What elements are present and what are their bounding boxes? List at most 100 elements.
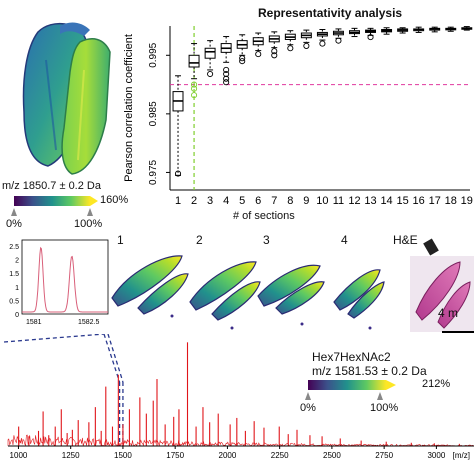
box-19 <box>461 26 473 31</box>
section-2-image <box>189 261 261 330</box>
boxplot-xtick-label: 1 <box>175 195 181 207</box>
section-4-image <box>333 269 385 330</box>
box-8 <box>284 30 296 52</box>
boxplot-ytick-label: 0.995 <box>148 42 159 67</box>
inset-ytick-label: 1 <box>15 285 19 292</box>
spectrum-xtick-label: 1250 <box>62 451 80 460</box>
boxplot-xtick-label: 6 <box>255 195 261 207</box>
bottom-scale-max: 212% <box>422 378 451 390</box>
inset-ytick-label: 0.5 <box>9 298 19 305</box>
box-outlier <box>255 51 262 58</box>
spectrum-xtick-label: 1000 <box>10 451 28 460</box>
he-stain-image <box>410 238 474 332</box>
box-outlier <box>223 79 230 86</box>
top-scale-min: 0% <box>6 218 22 230</box>
boxplot-xlabel: # of sections <box>233 210 295 222</box>
inset-xtick-label: 1582.5 <box>78 319 100 326</box>
bottom-mz-label: m/z 1581.53 ± 0.2 Da <box>312 364 427 378</box>
box-13 <box>365 27 377 41</box>
zoom-line-right <box>107 334 124 383</box>
top-colorbar <box>11 196 98 216</box>
bottom-scale-mid: 100% <box>370 402 399 414</box>
mass-spectrum: 1000 1250 1500 1750 2000 2250 2500 2750 3000 [m/z… <box>3 334 474 460</box>
inset-ytick-label: 2 <box>15 258 19 265</box>
scale-bar-label: 4 m <box>438 306 459 320</box>
inset-ytick-label: 2.5 <box>9 244 19 251</box>
box-1 <box>172 75 184 177</box>
inset-ytick-label: 1.5 <box>9 271 19 278</box>
inset-ytick-label: 0 <box>15 312 19 319</box>
boxplot-xtick-label: 19 <box>461 195 473 207</box>
inset-trace <box>22 246 108 313</box>
box-outlier <box>367 34 374 41</box>
boxplot-xtick-label: 9 <box>303 195 309 207</box>
boxplot-xtick-label: 5 <box>239 195 245 207</box>
box-11 <box>332 28 344 44</box>
top-scale-mid: 100% <box>74 218 103 230</box>
boxplot-chart: Pearson correlation coefficient 0.975 0.98… <box>123 26 473 207</box>
zoom-line-left <box>103 334 121 383</box>
inset-frame <box>21 239 109 315</box>
box-outlier <box>191 92 198 99</box>
spectrum-xtick-label: 2500 <box>323 451 341 460</box>
spectrum-xtick-label: 1500 <box>114 451 132 460</box>
boxplot-xtick-label: 11 <box>333 195 344 207</box>
box-outlier <box>303 42 310 49</box>
section-3-image <box>257 264 325 326</box>
spectrum-xtick-label: 2250 <box>271 451 289 460</box>
section-label-2: 2 <box>196 233 203 247</box>
spectrum-xtick-label: 2750 <box>375 451 393 460</box>
box-outlier <box>191 85 198 92</box>
spectrum-xtick-label: 1750 <box>166 451 184 460</box>
tissue-fragment-icon <box>423 238 439 256</box>
boxplot-xtick-label: 12 <box>348 195 360 207</box>
boxplot-title: Representativity analysis <box>258 6 403 20</box>
top-scale-max: 160% <box>100 194 129 206</box>
box-17 <box>429 26 441 33</box>
box-outlier <box>223 75 230 82</box>
boxplot-xtick-label: 2 <box>191 195 197 207</box>
section-images <box>111 238 474 333</box>
tissue-section-right <box>61 38 111 175</box>
top-mz-label: m/z 1850.7 ± 0.2 Da <box>2 180 101 192</box>
box-outlier <box>223 70 230 78</box>
boxplot-ytick-label: 0.975 <box>148 159 159 184</box>
spectrum-xtick-label: 2000 <box>219 451 237 460</box>
box-outlier <box>271 52 278 59</box>
box-outlier <box>223 66 230 73</box>
box-4 <box>220 36 232 86</box>
box-3 <box>204 40 216 78</box>
boxplot-xtick-label: 10 <box>316 195 328 207</box>
boxplot-xtick-label: 8 <box>287 195 293 207</box>
box-outlier <box>191 81 198 88</box>
boxplot-xtick-label: 7 <box>271 195 277 207</box>
box-6 <box>252 32 264 58</box>
boxplot-xtick-label: 3 <box>207 195 213 207</box>
box-5 <box>236 34 248 65</box>
tissue-ion-image-top <box>22 22 111 175</box>
section-1-image <box>111 255 189 318</box>
bottom-scale-min: 0% <box>300 402 316 414</box>
boxplot-xtick-label: 16 <box>413 195 425 207</box>
box-outlier <box>287 45 294 52</box>
box-14 <box>381 27 393 35</box>
spectrum-xlabel: [m/z] <box>453 451 470 460</box>
inset-spectrum: 2.5 2 1.5 1 0.5 0 1581 1582.5 <box>9 239 109 326</box>
inset-xtick-label: 1581 <box>26 319 42 326</box>
box-2 <box>188 43 200 99</box>
box-9 <box>300 29 312 49</box>
section-label-4: 4 <box>341 233 348 247</box>
section-label-he: H&E <box>393 233 418 247</box>
box-outlier <box>174 170 182 177</box>
box-16 <box>413 26 425 33</box>
box-7 <box>268 31 280 59</box>
boxplot-xtick-label: 14 <box>380 195 392 207</box>
box-12 <box>349 27 360 38</box>
box-outlier <box>335 37 342 44</box>
box-outlier <box>239 55 246 62</box>
section-label-1: 1 <box>117 233 124 247</box>
bottom-colorbar <box>305 380 396 400</box>
boxplot-xtick-label: 13 <box>364 195 376 207</box>
box-outlier <box>207 70 214 78</box>
boxplot-ylabel: Pearson correlation coefficient <box>123 34 135 182</box>
